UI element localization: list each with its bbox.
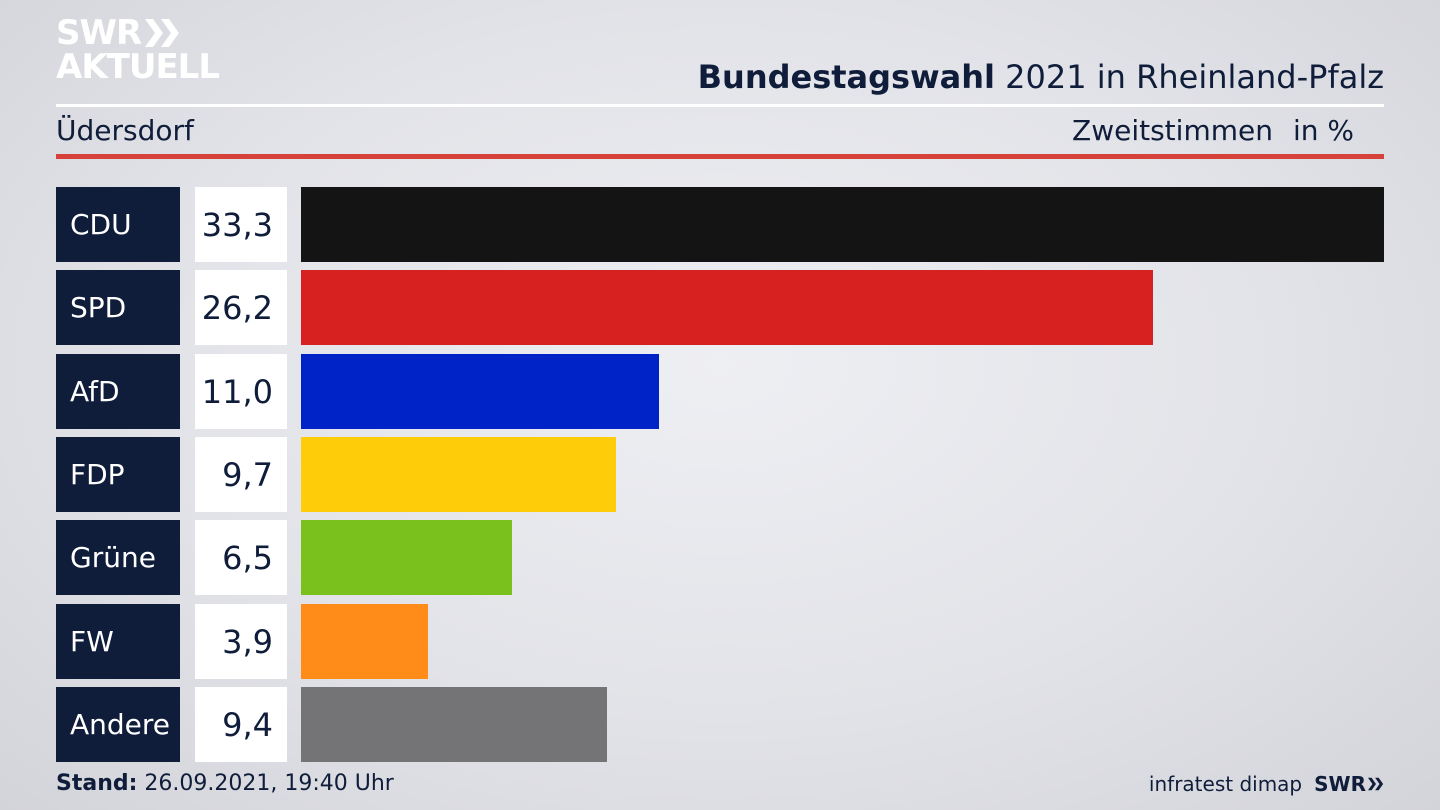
value-label: 26,2 [195,270,287,345]
party-label: Grüne [56,520,180,595]
swr-aktuell-logo: SWR AKTUELL [56,13,220,87]
swr-small-logo: SWR [1314,772,1384,796]
chevrons-icon [145,19,181,47]
title-bold: Bundestagswahl [697,58,995,96]
stand-value: 26.09.2021, 19:40 Uhr [137,771,394,796]
value-label: 9,7 [195,437,287,512]
bar-row: CDU 33,3 [56,187,1384,262]
party-label: SPD [56,270,180,345]
title-rest: 2021 in Rheinland-Pfalz [995,58,1384,96]
bar [301,187,1384,262]
bar [301,520,512,595]
measure-unit: in % [1292,114,1354,147]
bar [301,270,1153,345]
logo-swr-text: SWR [56,13,142,53]
page-title: Bundestagswahl 2021 in Rheinland-Pfalz [698,58,1384,96]
bar-row: Andere 9,4 [56,687,1384,762]
party-label: AfD [56,354,180,429]
bar-row: SPD 26,2 [56,270,1384,345]
bar [301,354,659,429]
value-label: 11,0 [195,354,287,429]
value-label: 6,5 [195,520,287,595]
swr-small-text: SWR [1314,772,1366,796]
bar-row: AfD 11,0 [56,354,1384,429]
value-label: 33,3 [195,187,287,262]
footer-source: infratest dimap SWR [1149,772,1384,796]
measure-label: Zweitstimmen in % [1072,114,1354,147]
bar-row: Grüne 6,5 [56,520,1384,595]
value-label: 9,4 [195,687,287,762]
measure-type: Zweitstimmen [1072,114,1273,147]
party-label: FDP [56,437,180,512]
accent-divider [56,154,1384,159]
value-label: 3,9 [195,604,287,679]
title-divider [56,104,1384,107]
bar-row: FW 3,9 [56,604,1384,679]
bar [301,604,428,679]
logo-aktuell-text: AKTUELL [56,47,220,87]
party-label: CDU [56,187,180,262]
party-label: Andere [56,687,180,762]
small-chevrons-icon [1368,777,1384,791]
party-label: FW [56,604,180,679]
source-label: infratest dimap [1148,772,1303,796]
bar [301,687,607,762]
bar-row: FDP 9,7 [56,437,1384,512]
stand-label: Stand: [56,771,138,796]
bar [301,437,616,512]
timestamp: Stand: 26.09.2021, 19:40 Uhr [56,771,394,796]
region-name: Üdersdorf [56,114,194,147]
